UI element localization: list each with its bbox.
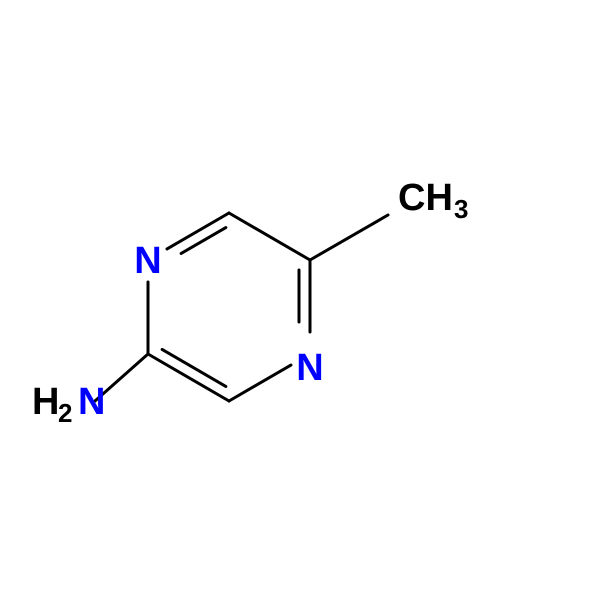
atom-label: H xyxy=(32,381,59,423)
atom-subscript: 3 xyxy=(454,194,468,224)
molecule-diagram: NNH2NCH3 xyxy=(0,0,600,600)
atom-label: CH xyxy=(398,177,453,219)
atom-label: N xyxy=(78,381,105,423)
atom-label: N xyxy=(134,240,161,282)
atom-label: N xyxy=(296,347,323,389)
atom-subscript: 2 xyxy=(58,398,72,428)
